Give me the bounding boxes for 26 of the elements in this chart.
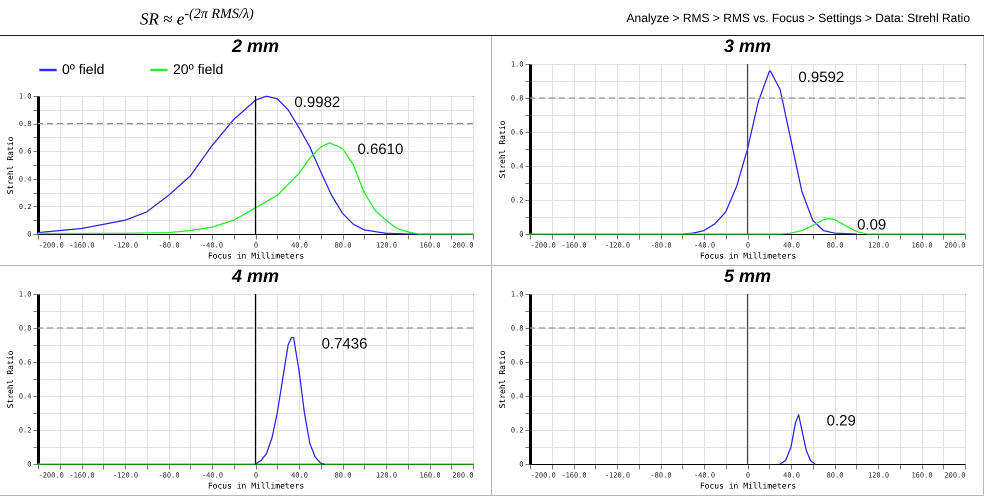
annotation: 0.6610: [357, 140, 404, 158]
text: Analyze > RMS > RMS vs. Focus > Settings > Data: Strehl Ratio: [626, 10, 970, 24]
y-axis-title: Strehl Ratio: [498, 350, 507, 408]
chart-title: 3 mm: [724, 36, 772, 56]
legend-label: 0º field: [62, 61, 104, 77]
line-series: [779, 414, 816, 465]
x-axis-title: Focus in Millimeters: [700, 482, 796, 490]
x-axis-title: Focus in Millimeters: [208, 252, 304, 260]
annotation: 0.09: [857, 216, 886, 234]
chart-title: 4 mm: [230, 266, 280, 286]
annotation: 0.9592: [798, 68, 844, 86]
y-axis-title: Strehl Ratio: [6, 350, 15, 408]
annotation: 0.29: [826, 412, 856, 430]
y-axis-title: Strehl Ratio: [6, 136, 15, 194]
annotation: 0.9982: [294, 94, 340, 112]
annotation: 0.7436: [322, 336, 368, 353]
line-series: [682, 70, 857, 235]
chart-title: 2 mm: [230, 36, 280, 56]
line-series: [529, 218, 966, 235]
y-axis-title: Strehl Ratio: [498, 120, 507, 178]
x-axis-title: Focus in Millimeters: [700, 252, 796, 260]
x-axis-title: Focus in Millimeters: [208, 482, 304, 490]
chart-title: 5 mm: [724, 266, 772, 286]
text: SR ≈ e$^{-(2π RMS/λ)}$: [140, 6, 254, 30]
line-series: [37, 142, 474, 235]
legend-label: 20º field: [173, 61, 224, 77]
